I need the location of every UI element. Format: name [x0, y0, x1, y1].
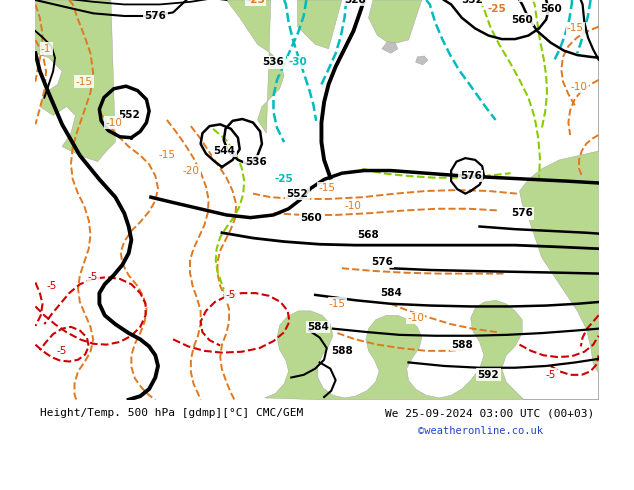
- Text: -15: -15: [329, 299, 346, 309]
- Text: 560: 560: [540, 4, 562, 14]
- Text: -25: -25: [247, 0, 265, 5]
- Text: 536: 536: [262, 57, 285, 67]
- Text: 588: 588: [451, 340, 473, 350]
- Text: -15: -15: [158, 150, 176, 160]
- Text: -10: -10: [105, 118, 122, 127]
- Text: 568: 568: [358, 230, 379, 241]
- Text: 576: 576: [460, 171, 482, 181]
- Text: -10: -10: [345, 201, 362, 211]
- Polygon shape: [416, 56, 428, 65]
- Text: 576: 576: [145, 11, 166, 21]
- Text: 588: 588: [331, 346, 353, 356]
- Text: -30: -30: [288, 57, 307, 67]
- Text: -10: -10: [571, 82, 588, 92]
- Text: -5: -5: [57, 346, 67, 356]
- Text: -25: -25: [275, 174, 294, 184]
- Text: -5: -5: [46, 281, 56, 291]
- Polygon shape: [36, 0, 115, 162]
- Text: 592: 592: [477, 370, 499, 380]
- Text: We 25-09-2024 03:00 UTC (00+03): We 25-09-2024 03:00 UTC (00+03): [385, 408, 594, 418]
- Text: 584: 584: [307, 322, 329, 332]
- Polygon shape: [226, 0, 284, 133]
- Text: -1: -1: [41, 44, 51, 54]
- Text: Height/Temp. 500 hPa [gdmp][°C] CMC/GEM: Height/Temp. 500 hPa [gdmp][°C] CMC/GEM: [40, 408, 303, 418]
- Text: 544: 544: [214, 146, 236, 156]
- Text: -15: -15: [567, 24, 584, 33]
- Text: 560: 560: [511, 15, 533, 24]
- Text: 560: 560: [300, 213, 321, 222]
- Text: 552: 552: [462, 0, 483, 5]
- Text: 552: 552: [287, 189, 308, 198]
- Text: -25: -25: [488, 4, 507, 14]
- Text: 584: 584: [380, 288, 402, 298]
- Polygon shape: [297, 0, 342, 49]
- Polygon shape: [382, 42, 398, 53]
- Polygon shape: [264, 0, 598, 400]
- Text: -20: -20: [183, 166, 199, 175]
- Text: -5: -5: [226, 290, 236, 300]
- Text: -15: -15: [76, 77, 93, 87]
- Text: 576: 576: [371, 257, 393, 267]
- Text: 528: 528: [344, 0, 366, 5]
- Text: -10: -10: [407, 313, 424, 323]
- Text: -5: -5: [545, 370, 556, 380]
- Text: 536: 536: [245, 157, 266, 167]
- Text: 576: 576: [511, 208, 533, 218]
- Text: 552: 552: [118, 110, 139, 121]
- Polygon shape: [368, 0, 422, 45]
- Bar: [36, 400, 598, 446]
- Text: ©weatheronline.co.uk: ©weatheronline.co.uk: [418, 426, 543, 436]
- Text: -5: -5: [88, 272, 98, 282]
- Text: -15: -15: [318, 183, 335, 194]
